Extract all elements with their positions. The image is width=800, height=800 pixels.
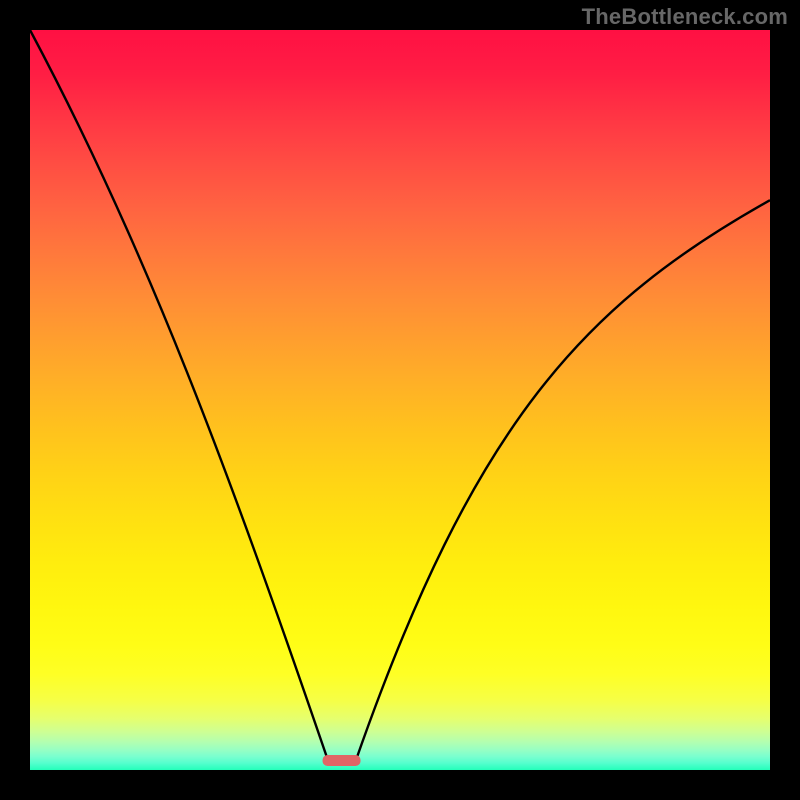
bottleneck-chart — [0, 0, 800, 800]
chart-container: TheBottleneck.com — [0, 0, 800, 800]
watermark-text: TheBottleneck.com — [582, 4, 788, 30]
min-marker — [323, 755, 361, 766]
plot-background — [30, 30, 770, 770]
